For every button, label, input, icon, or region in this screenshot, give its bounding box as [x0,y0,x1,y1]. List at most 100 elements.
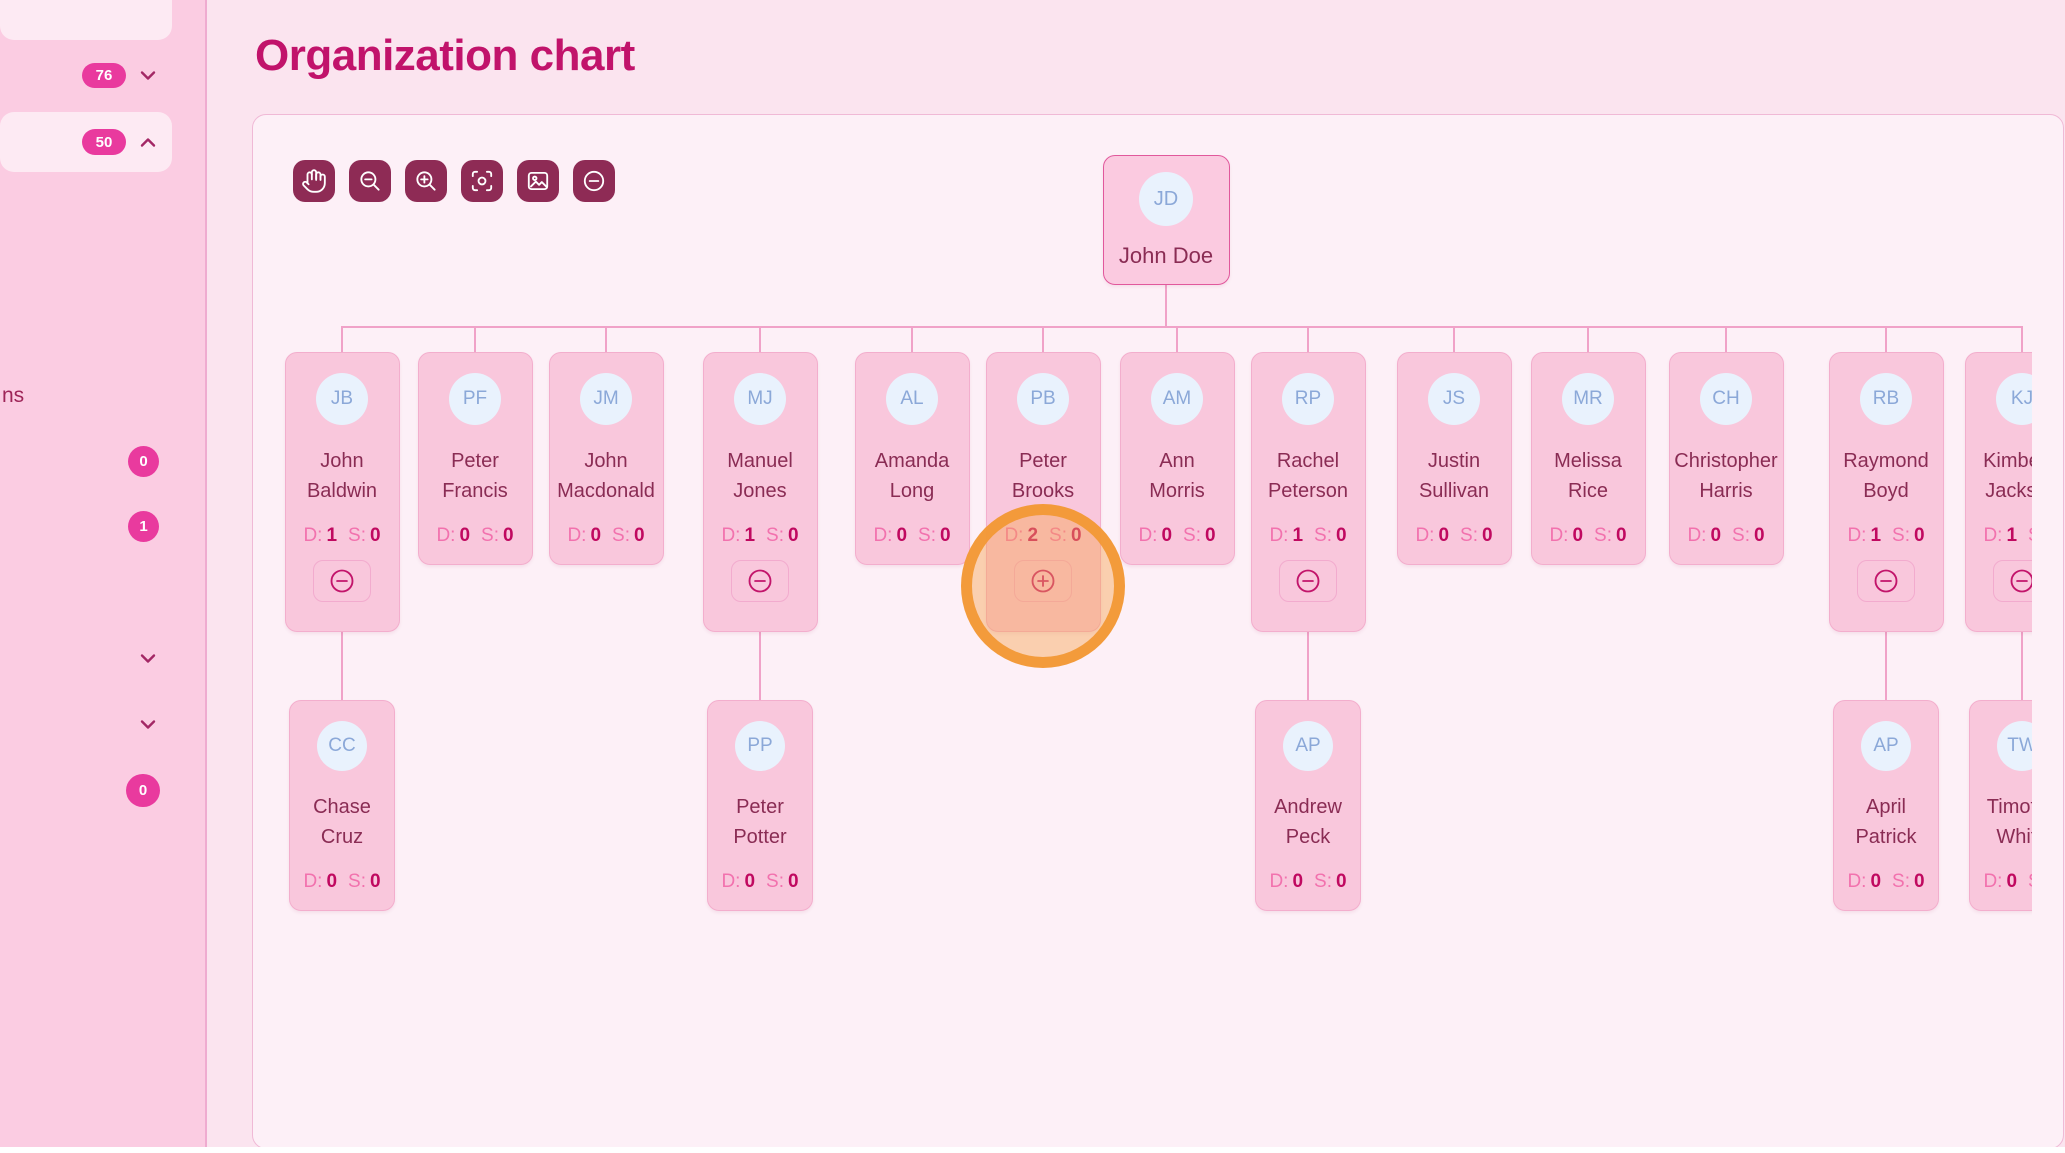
avatar-initials: PF [462,388,488,409]
avatar-initials: KJ [2010,388,2032,409]
node-toggle-button[interactable] [313,560,371,602]
chevron-down-icon[interactable] [137,714,159,736]
connector-line [2021,632,2023,700]
chevron-up-icon[interactable] [137,131,159,153]
export-image-button[interactable] [517,160,559,202]
employee-name: Peter Francis [442,450,508,502]
avatar-initials: JD [1153,187,1179,210]
node-toggle-button[interactable] [1279,560,1337,602]
toggle-icon [1296,569,1320,593]
node-toggle-button[interactable] [1857,560,1915,602]
avatar: PB [1017,373,1069,425]
sidebar-badge-1: 1 [128,511,159,542]
org-node[interactable]: MR Melissa Rice D: 0 S: 0 [1530,352,1646,565]
employee-name: TimothyWhite [1986,796,2032,848]
org-node[interactable]: JD John Doe [1102,155,1230,285]
avatar: CC [317,721,367,771]
org-node[interactable]: CC Chase Cruz D: 0 S: 0 [289,700,395,911]
org-node[interactable]: JB John Baldwin D: 1 S: 0 [284,352,400,632]
org-node[interactable]: CH Christopher Harris D: 0 S: 0 [1668,352,1784,565]
connector-line [1176,326,1178,352]
avatar: AP [1861,721,1911,771]
avatar-initials: MJ [747,388,773,409]
fit-view-button[interactable] [461,160,503,202]
connector-line [1307,632,1309,700]
avatar-initials: TW [2007,735,2032,756]
node-stats: D:0S:0 [1983,871,2032,892]
org-node[interactable]: PB Peter Brooks D: 2 S: 0 [985,352,1101,632]
employee-name: Ann Morris [1149,450,1205,502]
employee-name: Melissa Rice [1554,450,1622,502]
connector-line [341,632,343,700]
avatar: JM [580,373,632,425]
zoom-in-button[interactable] [405,160,447,202]
node-toggle-button[interactable] [1014,560,1072,602]
org-node[interactable]: PP Peter Potter D: 0 S: 0 [707,700,813,911]
chevron-down-icon[interactable] [137,648,159,670]
node-toggle-button[interactable] [1993,560,2032,602]
pan-button[interactable] [293,160,335,202]
org-node[interactable]: AP April Patrick D: 0 S: 0 [1833,700,1939,911]
org-node[interactable]: RP Rachel Peterson D: 1 S: 0 [1250,352,1366,632]
org-node[interactable]: MJ Manuel Jones D: 1 S: 0 [702,352,818,632]
avatar: AM [1151,373,1203,425]
org-node[interactable]: JM John Macdonald D: 0 S: 0 [548,352,664,565]
avatar-initials: CH [1712,388,1740,409]
node-stats: D:1S:0 [1983,525,2032,546]
connector-line [342,326,2022,328]
employee-name: Peter Brooks [1011,450,1075,502]
org-node[interactable]: RB Raymond Boyd D: 1 S: 0 [1828,352,1944,632]
org-node[interactable]: KJ KimberlyJackson D:1S:0 [1964,352,2032,632]
connector-line [1165,285,1167,326]
org-node[interactable]: JS Justin Sullivan D: 0 S: 0 [1396,352,1512,565]
node-stats: D: 2 S: 0 [1004,525,1082,546]
employee-name: John Baldwin [306,450,378,502]
connector-line [1885,326,1887,352]
employee-name: April Patrick [1855,796,1917,848]
avatar: JD [1139,172,1193,226]
connector-line [1307,326,1309,352]
org-node[interactable]: TW TimothyWhite D:0S:0 [1969,700,2032,911]
org-node[interactable]: AM Ann Morris D: 0 S: 0 [1119,352,1235,565]
avatar: JB [316,373,368,425]
connector-line [1885,632,1887,700]
collapse-all-button[interactable] [573,160,615,202]
connector-line [1725,326,1727,352]
connector-line [1042,326,1044,352]
employee-name: Amanda Long [874,450,950,502]
sidebar-badge-76: 76 [82,63,126,88]
toggle-icon [2010,569,2032,593]
avatar: TW [1997,721,2032,771]
connector-line [2021,326,2023,352]
connector-line [759,632,761,700]
node-toggle-button[interactable] [731,560,789,602]
employee-name: John Doe [1118,243,1214,268]
employee-name: Justin Sullivan [1418,450,1490,502]
sidebar-badge-0: 0 [128,446,159,477]
avatar-initials: JM [593,388,619,409]
toggle-icon [1874,569,1898,593]
zoom-out-button[interactable] [349,160,391,202]
avatar-initials: AL [900,388,924,409]
org-node[interactable]: AL Amanda Long D: 0 S: 0 [854,352,970,565]
avatar-initials: PP [747,735,773,756]
avatar: RB [1860,373,1912,425]
chevron-down-icon[interactable] [137,65,159,87]
avatar: CH [1700,373,1752,425]
zoom-out-icon [360,171,380,191]
org-node[interactable]: AP Andrew Peck D: 0 S: 0 [1255,700,1361,911]
sidebar-item-top[interactable] [0,0,172,40]
org-node[interactable]: PF Peter Francis D: 0 S: 0 [417,352,533,565]
employee-name: Rachel Peterson [1267,450,1349,502]
